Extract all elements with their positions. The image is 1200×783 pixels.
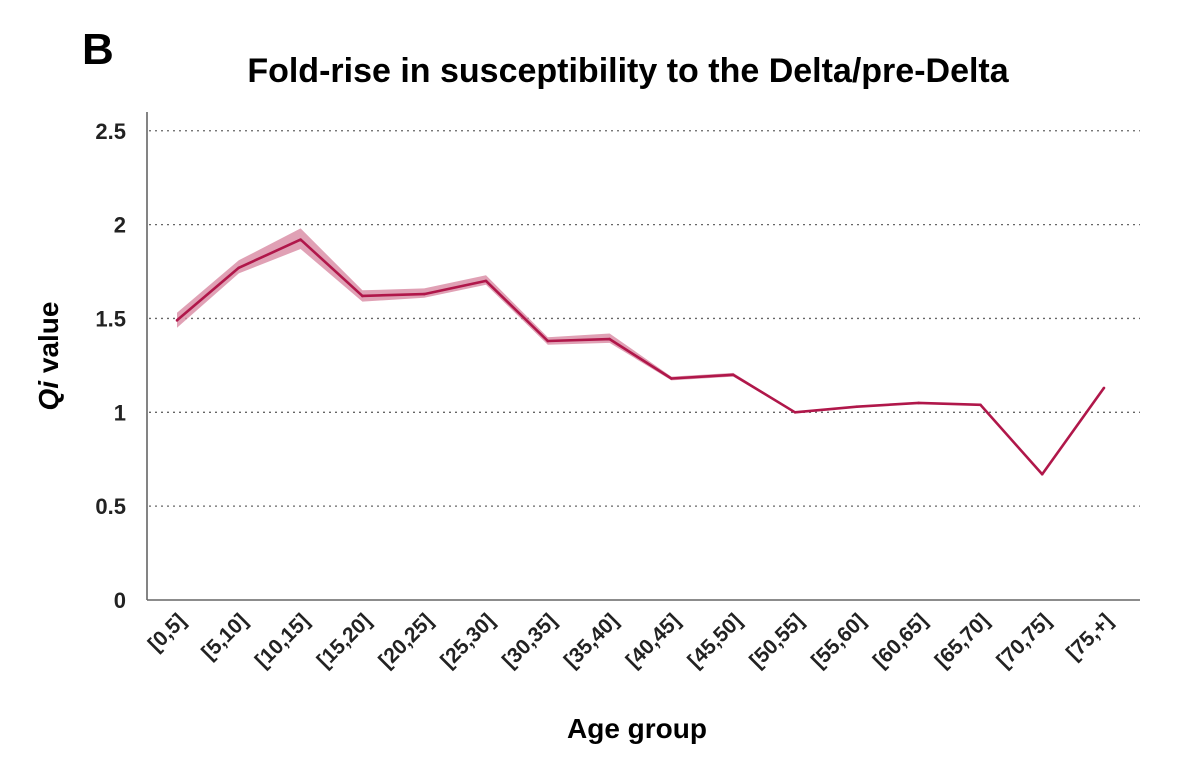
x-tick-label: [50,55] — [745, 609, 808, 672]
data-point — [793, 411, 797, 414]
data-point — [855, 405, 859, 408]
x-tick-label: [45,50] — [683, 609, 746, 672]
data-point — [608, 337, 611, 341]
data-point — [979, 403, 982, 407]
data-point — [422, 292, 426, 296]
confidence-band-area — [177, 228, 1104, 476]
data-point — [1102, 386, 1106, 390]
data-point — [731, 373, 735, 377]
data-point — [670, 377, 673, 380]
y-tick-label: 2 — [114, 213, 126, 238]
data-point — [361, 294, 364, 298]
data-point — [299, 238, 302, 241]
y-tick-label: 0 — [114, 588, 126, 613]
x-tick-labels: [0,5] [5,10][10,15][15,20][20,25][25,30][… — [144, 609, 1118, 672]
x-tick-label: [10,15] — [251, 609, 314, 672]
data-point — [546, 339, 550, 343]
y-tick-label: 0.5 — [95, 494, 126, 519]
data-point — [237, 266, 241, 270]
y-tick-labels: 0 0.5 1 1.5 2 2.5 — [95, 119, 126, 613]
x-tick-label: [15,20] — [313, 609, 376, 672]
x-tick-label: [0,5] — [144, 609, 191, 656]
series-line — [175, 238, 1106, 476]
data-point — [917, 401, 920, 405]
x-tick-label: [60,65] — [869, 609, 932, 672]
data-point — [175, 319, 179, 322]
x-tick-label: [25,30] — [436, 609, 499, 672]
x-tick-label: [30,35] — [498, 609, 561, 672]
y-axis-label-rest: value — [33, 302, 64, 381]
series-line-path — [176, 238, 1106, 476]
x-tick-label: [75,+] — [1062, 609, 1117, 664]
y-tick-label: 1.5 — [95, 306, 126, 331]
data-point — [484, 279, 488, 283]
y-tick-label: 1 — [114, 400, 126, 425]
x-tick-label: [70,75] — [992, 609, 1055, 672]
x-tick-label: [65,70] — [931, 609, 994, 672]
x-tick-label: [35,40] — [560, 609, 623, 672]
y-tick-label: 2.5 — [95, 119, 126, 144]
x-axis-label: Age group — [567, 713, 707, 744]
data-point — [1040, 472, 1044, 476]
panel-letter: B — [82, 25, 114, 74]
x-tick-label: [5,10] — [197, 609, 252, 664]
x-tick-label: [55,60] — [807, 609, 870, 672]
confidence-band — [177, 228, 1104, 476]
gridlines — [149, 130, 1140, 507]
x-tick-label: [20,25] — [374, 609, 437, 672]
y-axis-label: Qi value — [33, 302, 64, 411]
y-axis-label-italic: Qi — [33, 380, 64, 411]
x-tick-label: [40,45] — [622, 609, 685, 672]
chart-title: Fold-rise in susceptibility to the Delta… — [247, 52, 1009, 90]
